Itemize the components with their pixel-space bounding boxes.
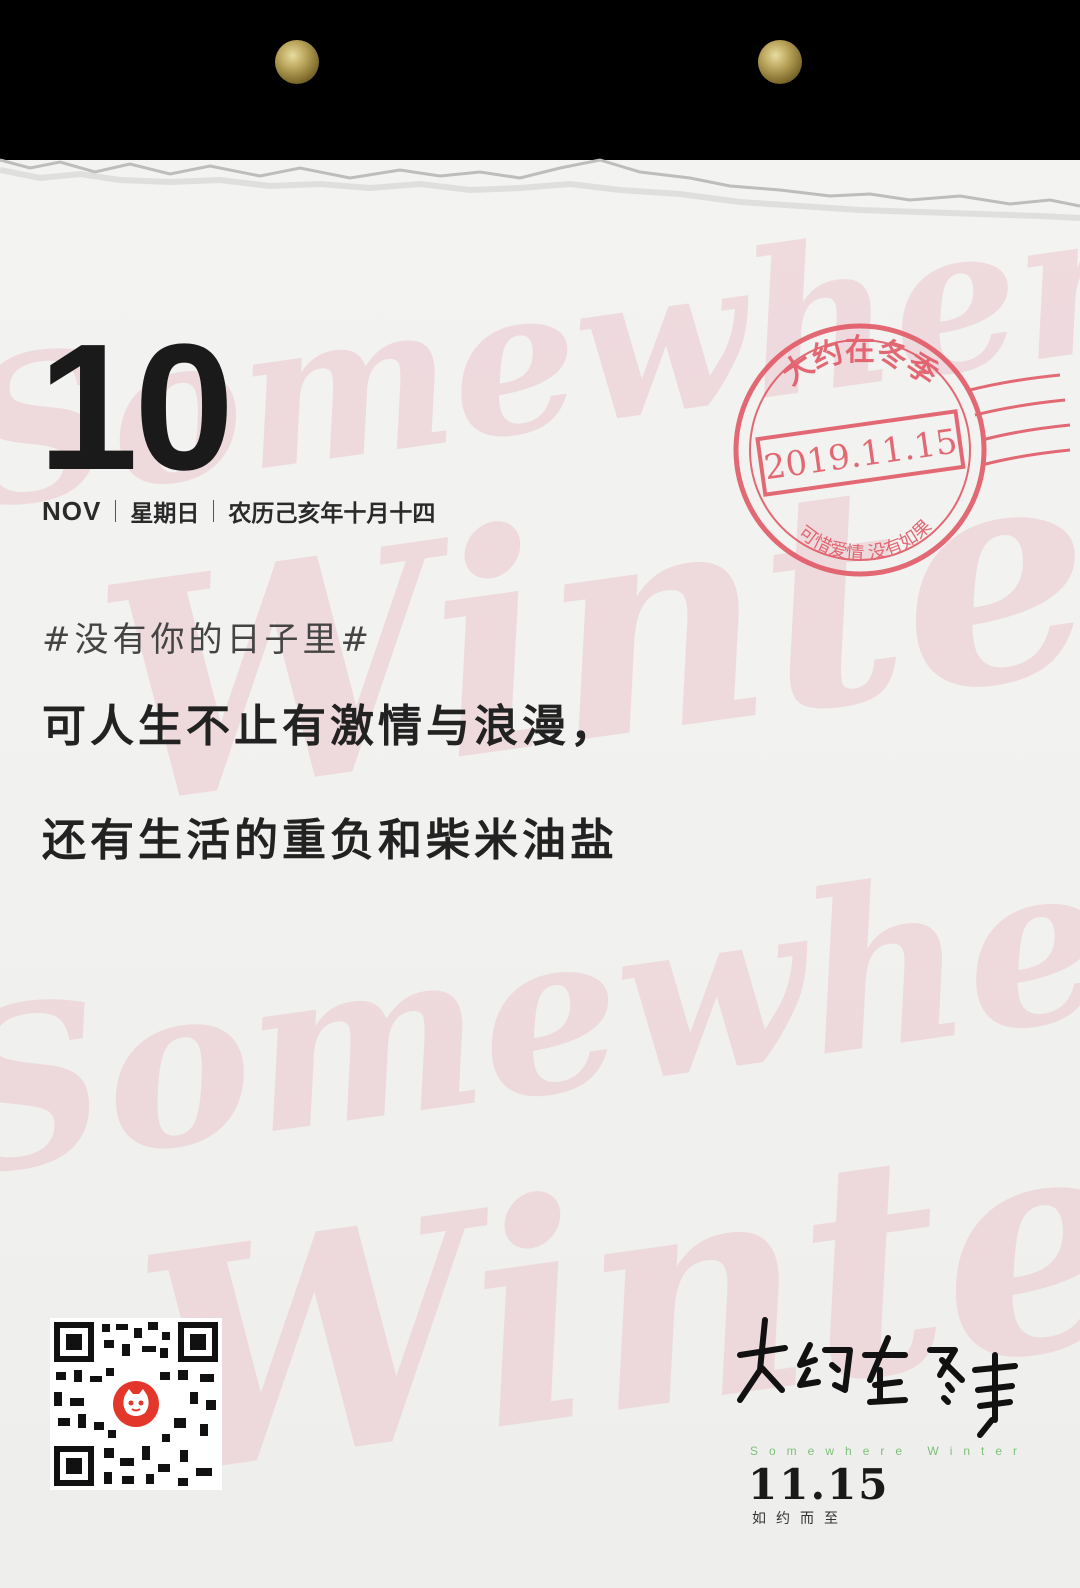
stamp-date: 2019.11.15: [762, 422, 960, 489]
date-separator: [213, 500, 215, 522]
left-rivet-icon: [275, 40, 319, 84]
weekday-label: 星期日: [130, 501, 200, 527]
film-logo: [737, 1317, 1018, 1438]
logo-english-title: Somewhere Winter: [750, 1444, 1029, 1458]
torn-paper-edge: [0, 158, 1080, 230]
hashtag-text: #没有你的日子里#: [42, 620, 373, 660]
qr-center-badge: [108, 1376, 164, 1432]
quote-line-1: 可人生不止有激情与浪漫，: [42, 701, 618, 752]
postmark-stamp: 大约在冬季 2019.11.15 可惜爱情 没有如果: [733, 323, 1071, 577]
month-label: NOV: [42, 495, 102, 526]
qr-code[interactable]: [50, 1318, 222, 1490]
stamp-bottom-text: 可惜爱情 没有如果: [794, 516, 936, 565]
day-number: 10: [38, 307, 234, 508]
date-separator: [115, 500, 117, 522]
right-rivet-icon: [758, 40, 802, 84]
cat-logo-icon: [113, 1381, 159, 1427]
lunar-date-label: 农历己亥年十月十四: [228, 501, 436, 527]
date-line: NOV 星期日 农历己亥年十月十四: [42, 494, 435, 528]
black-top-bar: [0, 0, 1080, 170]
svg-text:可惜爱情 没有如果: 可惜爱情 没有如果: [794, 516, 936, 565]
release-date: 11.15: [748, 1460, 890, 1509]
release-note: 如约而至: [752, 1511, 848, 1527]
quote-line-2: 还有生活的重负和柴米油盐: [42, 815, 618, 866]
